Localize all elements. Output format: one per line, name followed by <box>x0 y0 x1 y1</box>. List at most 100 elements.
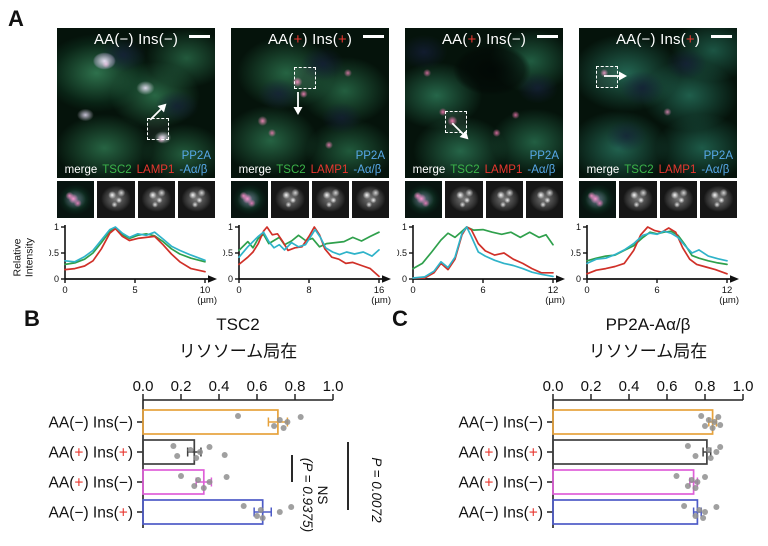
scale-bar <box>711 35 732 38</box>
x-axis-unit: (µm) <box>545 295 565 305</box>
channel-labels: merge TSC2 LAMP1 -Aα/β <box>57 164 215 176</box>
channel-label-merge: merge <box>586 164 620 176</box>
x-tick-label: 0 <box>410 285 415 296</box>
y-tick-label: 1 <box>402 222 407 232</box>
x-axis-arrowhead <box>556 275 565 283</box>
x-tick-label: 0.8 <box>695 378 716 395</box>
channel-label-merge: merge <box>412 164 446 176</box>
x-tick-label: 5 <box>132 285 137 296</box>
profile-line-TSC2 <box>238 231 380 252</box>
data-point <box>698 413 705 419</box>
condition-title: AA(+) Ins(+) <box>267 31 353 48</box>
channel-label-TSC2: TSC2 <box>624 164 654 176</box>
micrograph-column-2: AA(+) Ins(+) PP2A merge TSC2 LAMP1 -Aα/β 1 0.5 0… <box>223 28 391 305</box>
data-point <box>200 485 207 491</box>
data-point <box>254 513 260 519</box>
x-tick-label: 0 <box>236 285 241 296</box>
pp2a-channel-label: PP2A <box>355 150 385 162</box>
data-point <box>197 449 203 455</box>
inset-tsc2 <box>271 181 309 218</box>
chart-title: PP2A-Aα/β <box>606 315 691 334</box>
data-point <box>276 417 283 423</box>
y-tick-label: 0.5 <box>397 248 407 258</box>
condition-title: AA(+) Ins(−) <box>441 31 527 48</box>
x-tick-label: 0.2 <box>171 378 192 395</box>
bar <box>552 469 695 495</box>
channel-label-A: -Aα/β <box>179 164 208 176</box>
data-point <box>221 452 228 458</box>
transect-arrow-icon <box>145 98 175 128</box>
x-tick-label: 10 <box>200 285 211 296</box>
data-point <box>170 443 177 449</box>
data-point <box>257 507 264 513</box>
roi-box <box>444 110 467 133</box>
channel-label-LAMP1: LAMP1 <box>136 164 175 176</box>
x-axis-unit: (µm) <box>197 295 217 305</box>
row-label: AA(−) Ins(+) <box>459 505 543 522</box>
inset-tsc2 <box>619 181 657 218</box>
channel-label-LAMP1: LAMP1 <box>484 164 523 176</box>
x-axis-unit: (µm) <box>371 295 391 305</box>
data-point <box>717 422 724 428</box>
data-point <box>684 443 691 449</box>
bar <box>142 409 279 435</box>
inset-merge <box>57 181 95 218</box>
y-tick-label: 0 <box>576 274 581 284</box>
data-point <box>705 447 712 453</box>
profile-line-PP2AA <box>64 226 206 263</box>
row-label: AA(−) Ins(+) <box>49 505 133 522</box>
data-point <box>297 414 304 420</box>
transect-arrow-icon <box>443 118 473 148</box>
tsc2-localization-chart: TSC2 リソソーム局在 0.0 0.2 0.4 0.6 0.8 1.0 AA(−) Ins(−… <box>49 315 384 532</box>
channel-label-LAMP1: LAMP1 <box>658 164 697 176</box>
data-point <box>705 417 712 423</box>
row-label: AA(+) Ins(−) <box>49 475 133 492</box>
micrograph-4: AA(−) Ins(+) PP2A merge TSC2 LAMP1 -Aα/β <box>579 28 737 178</box>
data-point <box>223 474 230 480</box>
y-tick-label: 0.5 <box>49 248 59 258</box>
data-point <box>713 504 720 510</box>
y-tick-label: 1 <box>228 222 233 232</box>
inset-tsc2 <box>445 181 483 218</box>
scale-bar <box>363 35 384 38</box>
condition-title: AA(−) Ins(+) <box>615 31 701 48</box>
x-tick-label: 0.0 <box>543 378 564 395</box>
bar <box>142 439 196 465</box>
row-label: AA(+) Ins(+) <box>459 445 543 462</box>
panel-c-label: C <box>392 306 408 331</box>
data-point <box>193 455 200 461</box>
data-point <box>717 444 724 450</box>
x-tick-label: 1.0 <box>323 378 344 395</box>
arrow-glyph <box>451 122 468 139</box>
x-axis-arrowhead <box>208 275 217 283</box>
profile-line-TSC2 <box>586 230 728 266</box>
data-point <box>702 474 708 480</box>
channel-labels: merge TSC2 LAMP1 -Aα/β <box>231 164 389 176</box>
data-point <box>711 419 718 425</box>
y-tick-label: 0.5 <box>223 248 233 258</box>
inset-pp2a <box>177 181 215 218</box>
arrow-glyph <box>604 71 628 80</box>
data-point <box>288 504 295 510</box>
stat-label-ns: NS(P = 0.9375) <box>300 458 330 532</box>
row-label: AA(+) Ins(−) <box>459 475 543 492</box>
x-axis-unit: (µm) <box>719 295 739 305</box>
stat-label-p: P = 0.0072 <box>369 457 384 523</box>
intensity-profile-plot: 1 0.5 00 6 12(µm) <box>571 222 739 305</box>
data-point <box>235 413 241 419</box>
data-point <box>702 509 708 515</box>
y-tick-label: 1 <box>54 222 59 232</box>
bar <box>142 469 205 495</box>
transect-arrow-icon <box>604 69 628 88</box>
channel-label-A: -Aα/β <box>701 164 730 176</box>
channel-labels: merge TSC2 LAMP1 -Aα/β <box>579 164 737 176</box>
data-point <box>692 485 699 491</box>
profile-line-LAMP1 <box>412 226 554 279</box>
inset-thumbnails <box>57 181 215 218</box>
inset-tsc2 <box>97 181 135 218</box>
micrograph-column-1: AA(−) Ins(−) PP2A merge TSC2 LAMP1 -Aα/β 1 0.5 0… <box>49 28 217 305</box>
x-tick-label: 0 <box>584 285 589 296</box>
x-tick-label: 0.4 <box>619 378 640 395</box>
pp2a-localization-chart: PP2A-Aα/β リソソーム局在 0.0 0.2 0.4 0.6 0.8 1.0 AA(−) … <box>459 315 753 528</box>
x-tick-label: 8 <box>306 285 311 296</box>
